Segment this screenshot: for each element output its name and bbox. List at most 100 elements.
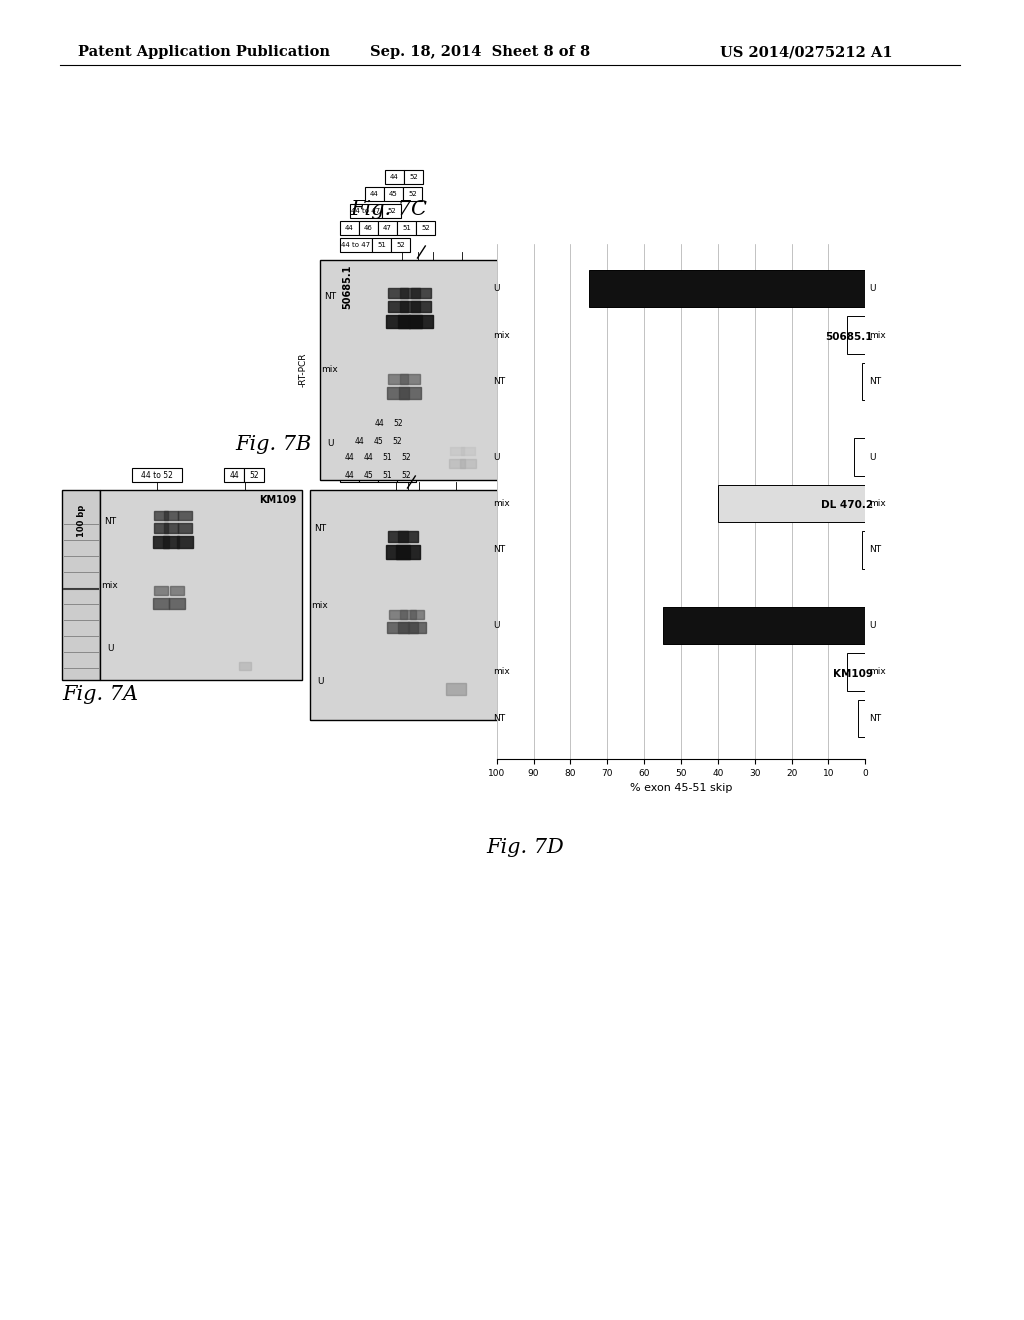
Bar xyxy=(178,523,191,533)
Text: 44 to 47: 44 to 47 xyxy=(341,242,371,248)
Bar xyxy=(369,434,388,447)
Text: KM109: KM109 xyxy=(833,669,872,678)
Bar xyxy=(847,317,865,354)
Bar xyxy=(398,387,421,399)
Bar xyxy=(388,531,408,541)
Bar xyxy=(861,363,865,400)
Bar xyxy=(310,490,505,719)
Text: 52: 52 xyxy=(392,437,402,446)
Bar xyxy=(382,205,401,218)
Bar xyxy=(100,490,302,680)
Text: 44: 44 xyxy=(345,224,354,231)
Bar xyxy=(403,187,422,201)
Text: 51: 51 xyxy=(383,454,392,462)
Bar xyxy=(410,315,433,329)
Bar xyxy=(350,205,382,218)
Text: 50685.1: 50685.1 xyxy=(342,265,352,309)
Bar xyxy=(163,536,179,548)
Bar xyxy=(399,610,416,619)
Text: U: U xyxy=(327,438,333,447)
Text: NT: NT xyxy=(493,714,505,723)
Bar xyxy=(245,469,264,482)
Bar xyxy=(446,682,466,696)
Bar xyxy=(412,301,431,313)
Bar xyxy=(397,220,416,235)
Text: U: U xyxy=(869,284,876,293)
Text: U: U xyxy=(869,453,876,462)
Bar xyxy=(170,586,183,595)
Text: NT: NT xyxy=(314,524,326,533)
Bar xyxy=(388,288,408,298)
Text: 51: 51 xyxy=(402,224,411,231)
Text: NT: NT xyxy=(869,378,881,387)
Text: 45: 45 xyxy=(374,437,383,446)
Text: U: U xyxy=(316,677,324,686)
Bar xyxy=(340,469,359,482)
Bar xyxy=(62,490,100,680)
Bar xyxy=(858,700,865,737)
Text: NT: NT xyxy=(869,545,881,554)
Text: NT: NT xyxy=(493,378,505,387)
Text: U: U xyxy=(493,284,500,293)
Text: mix: mix xyxy=(493,499,510,508)
Bar xyxy=(340,451,359,465)
Text: U: U xyxy=(493,620,500,630)
Bar xyxy=(384,187,403,201)
Bar xyxy=(397,531,418,541)
Text: Fig. 7A: Fig. 7A xyxy=(62,685,138,704)
Text: 52: 52 xyxy=(387,209,396,214)
Text: -RT-PCR: -RT-PCR xyxy=(299,352,308,387)
Bar xyxy=(154,586,168,595)
Bar xyxy=(404,170,423,183)
Text: NT: NT xyxy=(869,714,881,723)
Text: Fig. 7C: Fig. 7C xyxy=(350,201,427,219)
Bar xyxy=(854,438,865,475)
Text: 51: 51 xyxy=(377,242,386,248)
Bar xyxy=(370,417,389,432)
Bar xyxy=(386,315,410,329)
Text: 52: 52 xyxy=(396,242,404,248)
Bar xyxy=(388,434,407,447)
Bar xyxy=(416,220,435,235)
Bar xyxy=(389,610,407,619)
Text: Fig. 7B: Fig. 7B xyxy=(234,436,311,454)
Bar xyxy=(350,434,369,447)
Bar xyxy=(169,598,184,609)
Text: 45: 45 xyxy=(364,470,374,479)
Text: 44: 44 xyxy=(364,454,374,462)
Text: mix: mix xyxy=(869,499,886,508)
Text: 47: 47 xyxy=(383,224,392,231)
Text: 45: 45 xyxy=(389,191,398,197)
Bar xyxy=(847,653,865,690)
Bar xyxy=(411,610,424,619)
Text: 52: 52 xyxy=(250,470,259,479)
Bar xyxy=(365,187,384,201)
Bar xyxy=(399,288,420,298)
Bar xyxy=(153,536,169,548)
Text: mix: mix xyxy=(493,331,510,339)
Bar xyxy=(861,531,865,569)
Text: mix: mix xyxy=(322,366,338,375)
Bar xyxy=(177,536,193,548)
Text: mix: mix xyxy=(869,668,886,676)
Bar xyxy=(240,663,252,671)
Bar xyxy=(397,469,416,482)
Text: US 2014/0275212 A1: US 2014/0275212 A1 xyxy=(720,45,893,59)
Bar xyxy=(224,469,245,482)
Bar xyxy=(387,387,409,399)
Bar xyxy=(164,523,178,533)
Bar xyxy=(378,220,397,235)
Text: KM109: KM109 xyxy=(260,495,297,506)
Bar xyxy=(319,260,515,480)
Bar xyxy=(340,238,372,252)
Text: 52: 52 xyxy=(421,224,430,231)
Bar xyxy=(395,545,420,558)
Bar xyxy=(164,511,178,520)
Bar xyxy=(154,511,168,520)
Text: U: U xyxy=(493,453,500,462)
Text: NT: NT xyxy=(324,292,336,301)
Bar xyxy=(409,622,426,634)
Text: Sep. 18, 2014  Sheet 8 of 8: Sep. 18, 2014 Sheet 8 of 8 xyxy=(370,45,590,59)
Text: Fig. 7D: Fig. 7D xyxy=(486,838,564,857)
Text: U: U xyxy=(869,620,876,630)
